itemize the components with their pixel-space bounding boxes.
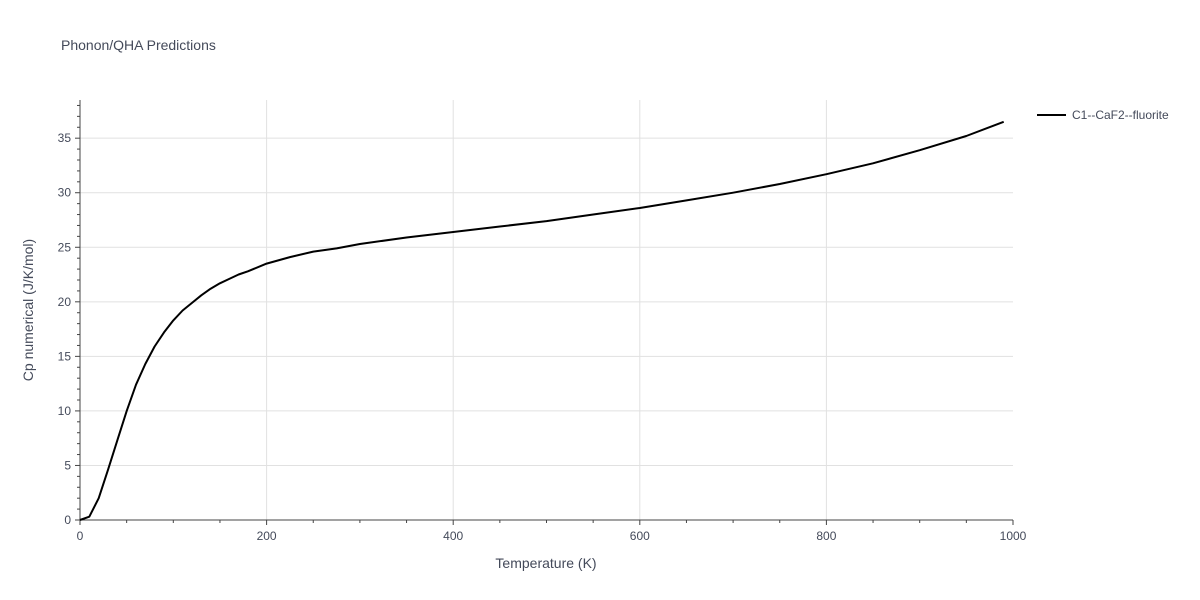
x-tick-label: 600 [630,529,650,543]
series-line [79,120,1005,521]
x-tick-label: 200 [257,529,277,543]
grid [80,100,1013,520]
y-tick-label: 5 [64,458,71,472]
y-tick-label: 15 [58,349,72,363]
y-tick-label: 20 [58,295,72,309]
y-axis-title: Cp numerical (J/K/mol) [20,239,36,381]
y-tick-label: 10 [58,404,72,418]
x-tick-label: 0 [77,529,84,543]
y-tick-label: 35 [58,131,72,145]
x-tick-label: 1000 [1000,529,1027,543]
x-axis-title: Temperature (K) [495,555,596,571]
chart-title: Phonon/QHA Predictions [61,37,216,53]
axes: 0 200 400 600 800 1000 0 5 10 15 20 25 30 35 [58,100,1027,543]
x-tick-label: 800 [816,529,836,543]
legend[interactable]: C1--CaF2--fluorite [1037,108,1169,122]
legend-label: C1--CaF2--fluorite [1072,108,1169,122]
y-tick-label: 25 [58,240,72,254]
x-tick-label: 400 [443,529,463,543]
y-tick-label: 0 [64,513,71,527]
y-tick-label: 30 [58,186,72,200]
series-layer [79,120,1005,521]
